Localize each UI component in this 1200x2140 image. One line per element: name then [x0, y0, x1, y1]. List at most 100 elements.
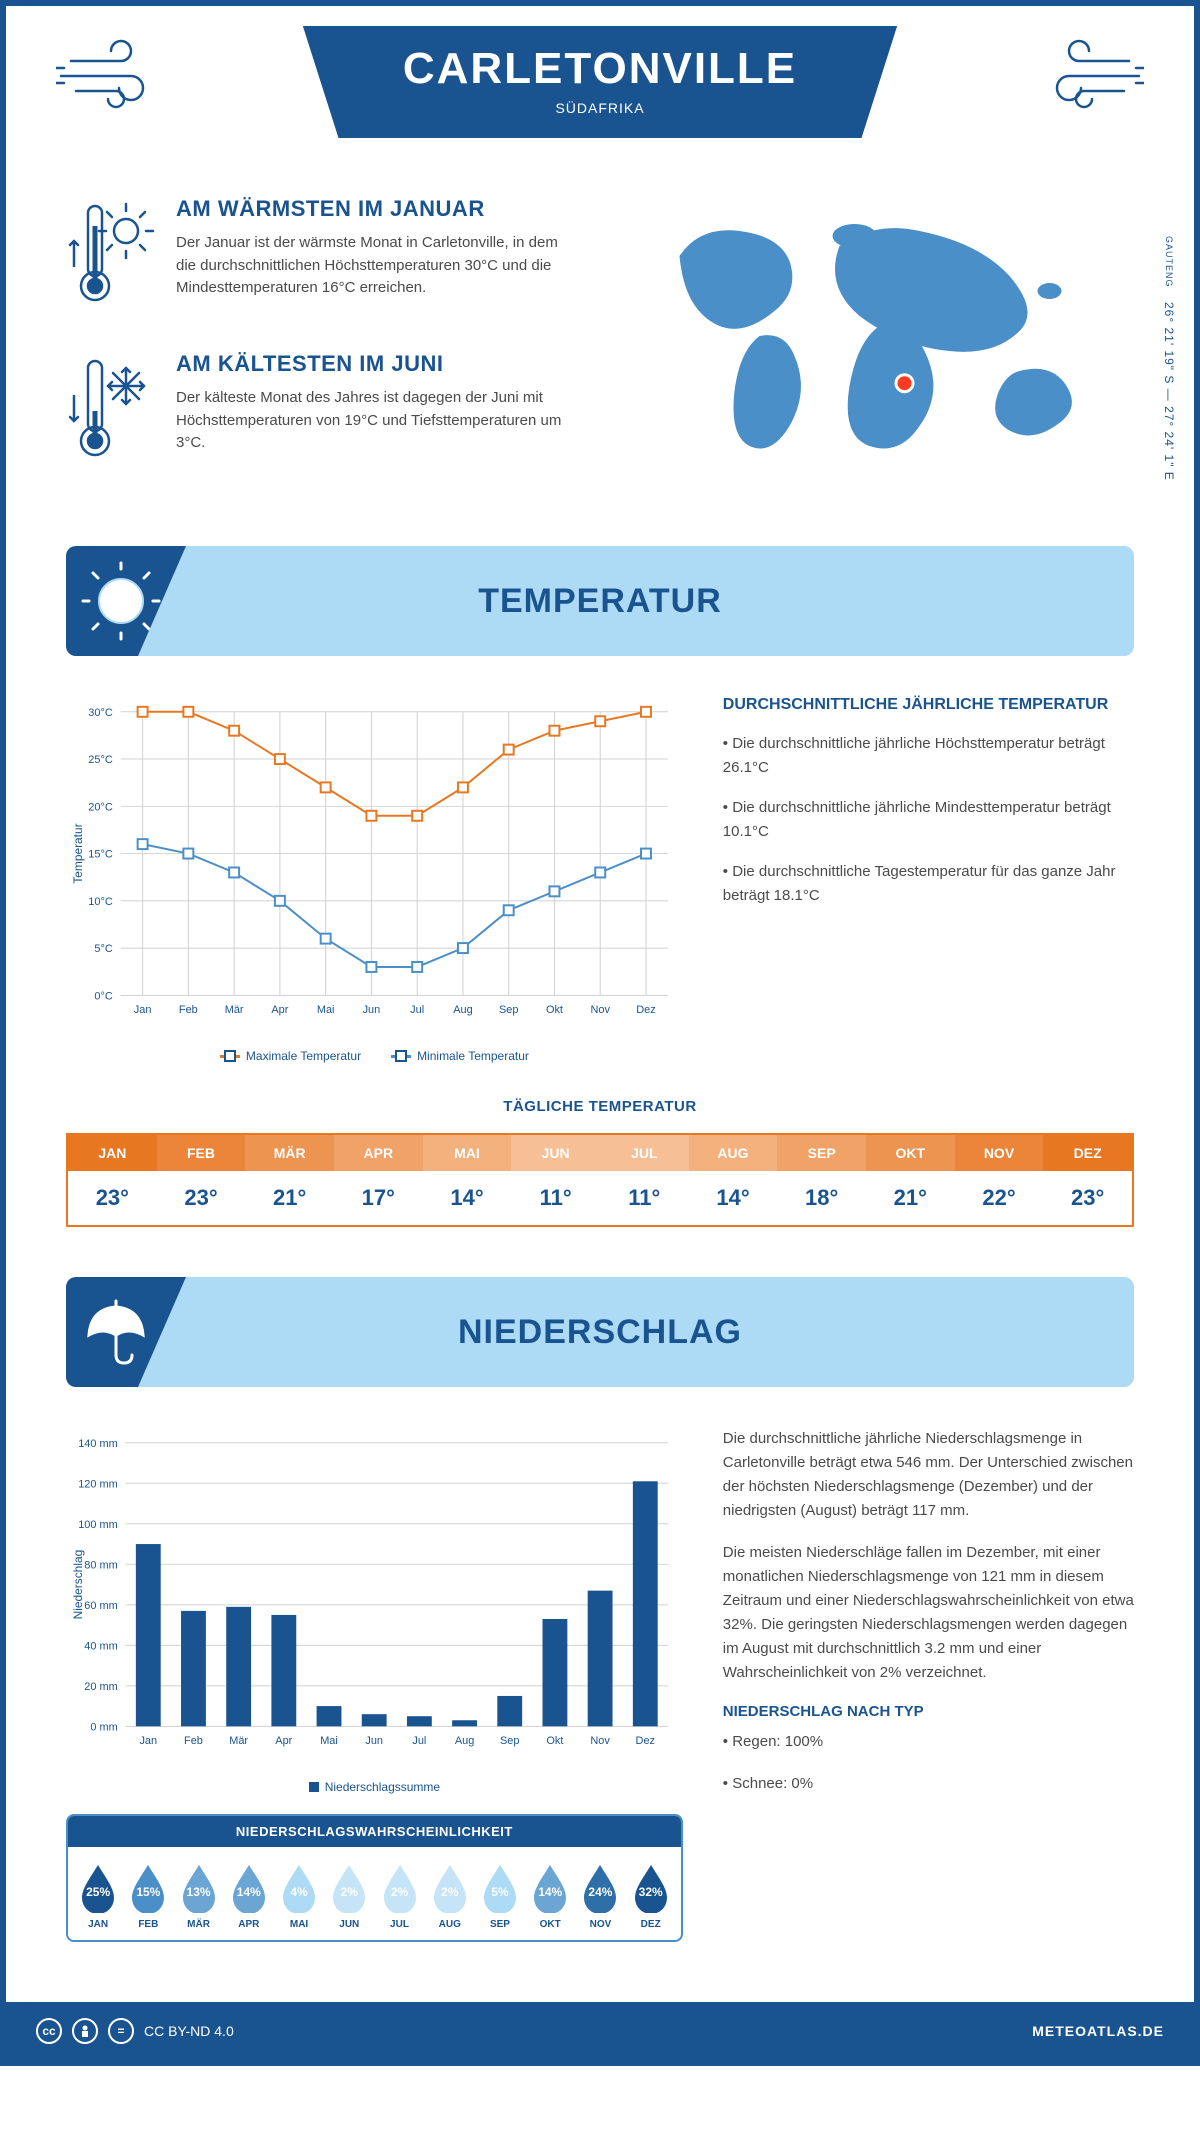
daily-temp-value: 23°: [157, 1171, 246, 1225]
raindrop-icon: 4%: [279, 1863, 319, 1913]
temp-info-bullet: • Die durchschnittliche jährliche Mindes…: [723, 796, 1134, 844]
coldest-text: Der kälteste Monat des Jahres ist dagege…: [176, 387, 575, 455]
daily-temp-title: TÄGLICHE TEMPERATUR: [66, 1098, 1134, 1115]
daily-temp-value: 23°: [68, 1171, 157, 1225]
wind-icon: [56, 36, 166, 121]
svg-text:60 mm: 60 mm: [84, 1600, 117, 1612]
cc-icon: cc: [36, 2018, 62, 2044]
raindrop-icon: 25%: [78, 1863, 118, 1913]
svg-text:Nov: Nov: [590, 1004, 610, 1016]
svg-text:Temperatur: Temperatur: [71, 823, 85, 883]
thermometer-hot-icon: [66, 196, 156, 321]
svg-text:Jan: Jan: [139, 1735, 157, 1747]
by-icon: [72, 2018, 98, 2044]
temp-info-bullet: • Die durchschnittliche Tagestemperatur …: [723, 860, 1134, 908]
intro-row: AM WÄRMSTEN IM JANUAR Der Januar ist der…: [66, 196, 1134, 506]
svg-text:Mär: Mär: [225, 1004, 244, 1016]
prob-value: 14%: [237, 1885, 261, 1899]
daily-temp-header: OKT: [866, 1135, 955, 1171]
precipitation-bar-chart: 0 mm20 mm40 mm60 mm80 mm100 mm120 mm140 …: [66, 1427, 683, 1794]
daily-temp-header: JAN: [68, 1135, 157, 1171]
svg-text:20 mm: 20 mm: [84, 1681, 117, 1693]
legend-precip-label: Niederschlagssumme: [325, 1780, 440, 1794]
coldest-block: AM KÄLTESTEN IM JUNI Der kälteste Monat …: [66, 351, 575, 476]
raindrop-icon: 5%: [480, 1863, 520, 1913]
svg-text:Feb: Feb: [179, 1004, 198, 1016]
svg-text:Jun: Jun: [365, 1735, 383, 1747]
prob-cell: 14% APR: [225, 1863, 273, 1930]
svg-text:Dez: Dez: [636, 1735, 655, 1747]
daily-temp-value: 21°: [245, 1171, 334, 1225]
header: CARLETONVILLE SÜDAFRIKA: [6, 6, 1194, 176]
precipitation-legend: Niederschlagssumme: [66, 1780, 683, 1794]
prob-value: 4%: [290, 1885, 307, 1899]
prob-cell: 24% NOV: [576, 1863, 624, 1930]
svg-text:Jul: Jul: [410, 1004, 424, 1016]
raindrop-icon: 24%: [580, 1863, 620, 1913]
wind-icon: [1034, 36, 1144, 121]
prob-value: 2%: [391, 1885, 408, 1899]
daily-temp-header: JUL: [600, 1135, 689, 1171]
temperature-line-chart: 0°C5°C10°C15°C20°C25°C30°CJanFebMärAprMa…: [66, 696, 683, 1063]
world-map: [625, 196, 1134, 456]
daily-temp-header: MÄR: [245, 1135, 334, 1171]
prob-cell: 5% SEP: [476, 1863, 524, 1930]
svg-text:30°C: 30°C: [88, 707, 113, 719]
prob-cell: 4% MAI: [275, 1863, 323, 1930]
temperature-legend: .legend-sw::before{border-color:inherit}…: [66, 1049, 683, 1063]
prob-value: 5%: [491, 1885, 508, 1899]
raindrop-icon: 14%: [229, 1863, 269, 1913]
temp-info-heading: DURCHSCHNITTLICHE JÄHRLICHE TEMPERATUR: [723, 696, 1134, 714]
svg-text:100 mm: 100 mm: [78, 1519, 118, 1531]
svg-text:80 mm: 80 mm: [84, 1559, 117, 1571]
prob-value: 25%: [86, 1885, 110, 1899]
prob-month: JAN: [74, 1919, 122, 1930]
precip-para: Die durchschnittliche jährliche Niedersc…: [723, 1427, 1134, 1523]
prob-month: MAI: [275, 1919, 323, 1930]
temperature-section-header: TEMPERATUR: [66, 546, 1134, 656]
svg-text:Mai: Mai: [317, 1004, 335, 1016]
prob-value: 32%: [639, 1885, 663, 1899]
location-marker-icon: [895, 373, 915, 393]
prob-month: APR: [225, 1919, 273, 1930]
warmest-heading: AM WÄRMSTEN IM JANUAR: [176, 196, 575, 222]
prob-cell: 14% OKT: [526, 1863, 574, 1930]
precip-type-item: • Regen: 100%: [723, 1730, 1134, 1754]
prob-cell: 2% AUG: [426, 1863, 474, 1930]
footer: cc = CC BY-ND 4.0 METEOATLAS.DE: [6, 2002, 1194, 2060]
svg-text:20°C: 20°C: [88, 801, 113, 813]
raindrop-icon: 32%: [631, 1863, 671, 1913]
precip-type-item: • Schnee: 0%: [723, 1772, 1134, 1796]
prob-month: JUL: [375, 1919, 423, 1930]
prob-title: NIEDERSCHLAGSWAHRSCHEINLICHKEIT: [68, 1816, 681, 1847]
prob-month: FEB: [124, 1919, 172, 1930]
svg-text:40 mm: 40 mm: [84, 1640, 117, 1652]
warmest-block: AM WÄRMSTEN IM JANUAR Der Januar ist der…: [66, 196, 575, 321]
daily-temp-header: MAI: [423, 1135, 512, 1171]
prob-value: 24%: [588, 1885, 612, 1899]
daily-temp-header: APR: [334, 1135, 423, 1171]
daily-temp-header: DEZ: [1043, 1135, 1132, 1171]
svg-text:15°C: 15°C: [88, 849, 113, 861]
daily-temp-value: 11°: [511, 1171, 600, 1225]
prob-value: 13%: [187, 1885, 211, 1899]
prob-month: OKT: [526, 1919, 574, 1930]
svg-text:120 mm: 120 mm: [78, 1478, 118, 1490]
daily-temp-value: 17°: [334, 1171, 423, 1225]
precipitation-section-header: NIEDERSCHLAG: [66, 1277, 1134, 1387]
precipitation-probability-box: NIEDERSCHLAGSWAHRSCHEINLICHKEIT 25% JAN …: [66, 1814, 683, 1942]
prob-cell: 13% MÄR: [174, 1863, 222, 1930]
daily-temp-value: 18°: [777, 1171, 866, 1225]
page-frame: CARLETONVILLE SÜDAFRIKA: [0, 0, 1200, 2066]
license-text: CC BY-ND 4.0: [144, 2023, 234, 2039]
country-subtitle: SÜDAFRIKA: [403, 100, 797, 116]
daily-temp-header: AUG: [689, 1135, 778, 1171]
daily-temp-value: 11°: [600, 1171, 689, 1225]
temperature-info: DURCHSCHNITTLICHE JÄHRLICHE TEMPERATUR •…: [723, 696, 1134, 1063]
prob-month: AUG: [426, 1919, 474, 1930]
precip-para: Die meisten Niederschläge fallen im Deze…: [723, 1541, 1134, 1685]
warmest-text: Der Januar ist der wärmste Monat in Carl…: [176, 232, 575, 300]
sun-icon: [66, 546, 186, 656]
raindrop-icon: 2%: [430, 1863, 470, 1913]
temperature-heading: TEMPERATUR: [478, 582, 722, 621]
